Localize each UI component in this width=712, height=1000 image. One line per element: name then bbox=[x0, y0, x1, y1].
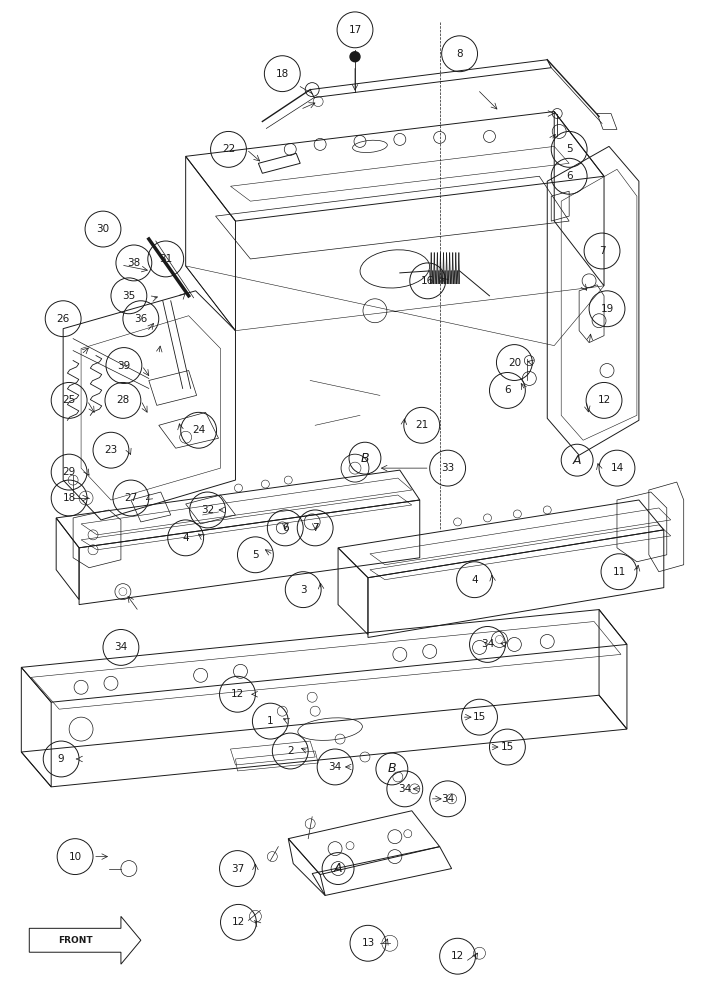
Text: 18: 18 bbox=[276, 69, 289, 79]
Text: 10: 10 bbox=[68, 852, 82, 862]
Text: 26: 26 bbox=[56, 314, 70, 324]
Text: 37: 37 bbox=[231, 864, 244, 874]
Text: 7: 7 bbox=[312, 523, 318, 533]
Text: 23: 23 bbox=[105, 445, 117, 455]
Text: 32: 32 bbox=[201, 505, 214, 515]
Text: 13: 13 bbox=[361, 938, 375, 948]
Text: 30: 30 bbox=[96, 224, 110, 234]
Text: A: A bbox=[573, 454, 582, 467]
Text: FRONT: FRONT bbox=[58, 936, 93, 945]
Text: 29: 29 bbox=[63, 467, 75, 477]
Text: 6: 6 bbox=[566, 171, 572, 181]
Text: 4: 4 bbox=[182, 533, 189, 543]
Text: 22: 22 bbox=[222, 144, 235, 154]
Text: 33: 33 bbox=[441, 463, 454, 473]
Text: 21: 21 bbox=[415, 420, 429, 430]
Text: 15: 15 bbox=[473, 712, 486, 722]
Text: 2: 2 bbox=[287, 746, 293, 756]
Text: A: A bbox=[334, 862, 342, 875]
Text: 34: 34 bbox=[328, 762, 342, 772]
Text: 17: 17 bbox=[348, 25, 362, 35]
Text: 25: 25 bbox=[63, 395, 75, 405]
Text: 12: 12 bbox=[231, 689, 244, 699]
Text: 8: 8 bbox=[456, 49, 463, 59]
Text: 19: 19 bbox=[600, 304, 614, 314]
Text: 28: 28 bbox=[116, 395, 130, 405]
Text: 7: 7 bbox=[599, 246, 605, 256]
Text: 1: 1 bbox=[267, 716, 273, 726]
Text: 15: 15 bbox=[501, 742, 514, 752]
Text: 6: 6 bbox=[282, 523, 288, 533]
Text: 34: 34 bbox=[398, 784, 412, 794]
Text: 24: 24 bbox=[192, 425, 205, 435]
Text: 38: 38 bbox=[127, 258, 140, 268]
Text: 18: 18 bbox=[63, 493, 75, 503]
Text: B: B bbox=[361, 452, 370, 465]
Text: 39: 39 bbox=[117, 361, 130, 371]
Text: 9: 9 bbox=[58, 754, 65, 764]
Text: 27: 27 bbox=[125, 493, 137, 503]
Text: 11: 11 bbox=[612, 567, 626, 577]
Text: 36: 36 bbox=[135, 314, 147, 324]
Text: 5: 5 bbox=[252, 550, 258, 560]
Text: 16: 16 bbox=[421, 276, 434, 286]
Text: 34: 34 bbox=[115, 642, 127, 652]
Text: 12: 12 bbox=[451, 951, 464, 961]
Text: 34: 34 bbox=[441, 794, 454, 804]
Text: B: B bbox=[387, 762, 396, 775]
Text: 35: 35 bbox=[122, 291, 135, 301]
Text: 12: 12 bbox=[597, 395, 611, 405]
Text: 4: 4 bbox=[471, 575, 478, 585]
Text: 14: 14 bbox=[610, 463, 624, 473]
Text: 6: 6 bbox=[504, 385, 511, 395]
Text: 5: 5 bbox=[566, 144, 572, 154]
Text: 3: 3 bbox=[300, 585, 307, 595]
Text: 20: 20 bbox=[508, 358, 521, 368]
Circle shape bbox=[350, 52, 360, 62]
Text: 34: 34 bbox=[481, 639, 494, 649]
Text: 12: 12 bbox=[232, 917, 245, 927]
Text: 31: 31 bbox=[159, 254, 172, 264]
